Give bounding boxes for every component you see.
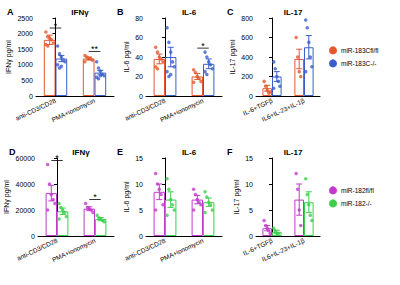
svg-text:IL-17 pg/ml: IL-17 pg/ml xyxy=(229,39,237,74)
svg-text:IL-6: IL-6 xyxy=(182,8,197,17)
svg-text:600: 600 xyxy=(241,34,253,41)
svg-text:miR-182fl/fl: miR-182fl/fl xyxy=(341,187,374,194)
svg-text:IL-17: IL-17 xyxy=(284,8,303,17)
svg-text:*: * xyxy=(54,21,58,31)
svg-text:80: 80 xyxy=(135,15,143,22)
svg-text:miR-182-/-: miR-182-/- xyxy=(341,200,372,207)
svg-text:60: 60 xyxy=(135,34,143,41)
svg-text:0: 0 xyxy=(249,233,253,240)
svg-text:0: 0 xyxy=(139,93,143,100)
svg-text:IL-6: IL-6 xyxy=(182,148,197,157)
svg-text:miR-183Cfl/fl: miR-183Cfl/fl xyxy=(341,47,379,54)
svg-text:10: 10 xyxy=(135,181,143,188)
svg-text:*: * xyxy=(55,153,59,163)
svg-text:15: 15 xyxy=(245,155,253,162)
svg-text:0: 0 xyxy=(29,93,33,100)
svg-text:500: 500 xyxy=(21,77,33,84)
svg-text:B: B xyxy=(117,7,124,17)
svg-text:anti-CD3/CD28: anti-CD3/CD28 xyxy=(14,96,57,122)
svg-text:IL-6 pg/ml: IL-6 pg/ml xyxy=(123,41,131,73)
svg-text:PMA+ionomycin: PMA+ionomycin xyxy=(159,237,205,264)
svg-text:800: 800 xyxy=(241,15,253,22)
svg-text:200: 200 xyxy=(241,73,253,80)
svg-text:PMA+ionomycin: PMA+ionomycin xyxy=(50,97,96,124)
svg-text:0: 0 xyxy=(31,233,35,240)
svg-text:IL-6+TGFβ: IL-6+TGFβ xyxy=(241,96,274,117)
svg-text:PMA+ionomycin: PMA+ionomycin xyxy=(159,97,205,124)
svg-text:IL6+IL-23+IL-1β: IL6+IL-23+IL-1β xyxy=(261,97,307,124)
svg-text:20000: 20000 xyxy=(16,207,36,214)
svg-text:1500: 1500 xyxy=(17,46,33,53)
svg-text:15: 15 xyxy=(135,155,143,162)
svg-text:1000: 1000 xyxy=(17,61,33,68)
svg-text:IFNγ: IFNγ xyxy=(71,8,89,17)
svg-text:0: 0 xyxy=(139,233,143,240)
svg-text:anti-CD3/CD28: anti-CD3/CD28 xyxy=(123,96,167,122)
svg-text:D: D xyxy=(9,147,16,157)
svg-text:A: A xyxy=(7,7,14,17)
svg-text:miR-183C-/-: miR-183C-/- xyxy=(341,60,376,67)
svg-text:2500: 2500 xyxy=(17,15,33,22)
svg-text:F: F xyxy=(227,147,233,157)
svg-text:5: 5 xyxy=(139,207,143,214)
svg-text:40000: 40000 xyxy=(16,181,36,188)
svg-text:IL-6+TGFβ: IL-6+TGFβ xyxy=(241,236,274,257)
svg-text:anti-CD3/CD28: anti-CD3/CD28 xyxy=(123,236,167,262)
svg-text:0: 0 xyxy=(249,93,253,100)
svg-text:*: * xyxy=(201,41,205,51)
svg-text:2000: 2000 xyxy=(17,30,33,37)
svg-text:PMA+ionomycin: PMA+ionomycin xyxy=(51,237,97,264)
svg-text:IL-17 pg/ml: IL-17 pg/ml xyxy=(233,179,241,214)
svg-text:anti-CD3/CD28: anti-CD3/CD28 xyxy=(15,236,59,262)
svg-text:40: 40 xyxy=(135,54,143,61)
svg-text:IL-6 pg/ml: IL-6 pg/ml xyxy=(123,181,131,213)
svg-text:10: 10 xyxy=(245,181,253,188)
svg-text:IL6+IL-23+IL-1β: IL6+IL-23+IL-1β xyxy=(261,237,307,264)
svg-text:60000: 60000 xyxy=(16,155,36,162)
svg-text:C: C xyxy=(227,7,234,17)
svg-text:E: E xyxy=(117,147,123,157)
svg-text:IFNγ pg/ml: IFNγ pg/ml xyxy=(5,40,13,74)
svg-text:400: 400 xyxy=(241,54,253,61)
svg-text:**: ** xyxy=(91,44,99,54)
svg-text:20: 20 xyxy=(135,73,143,80)
svg-text:5: 5 xyxy=(249,207,253,214)
svg-text:IL-17: IL-17 xyxy=(284,148,303,157)
svg-text:IFNγ pg/ml: IFNγ pg/ml xyxy=(3,180,11,214)
svg-text:*: * xyxy=(93,192,97,202)
svg-text:IFNγ: IFNγ xyxy=(72,148,90,157)
